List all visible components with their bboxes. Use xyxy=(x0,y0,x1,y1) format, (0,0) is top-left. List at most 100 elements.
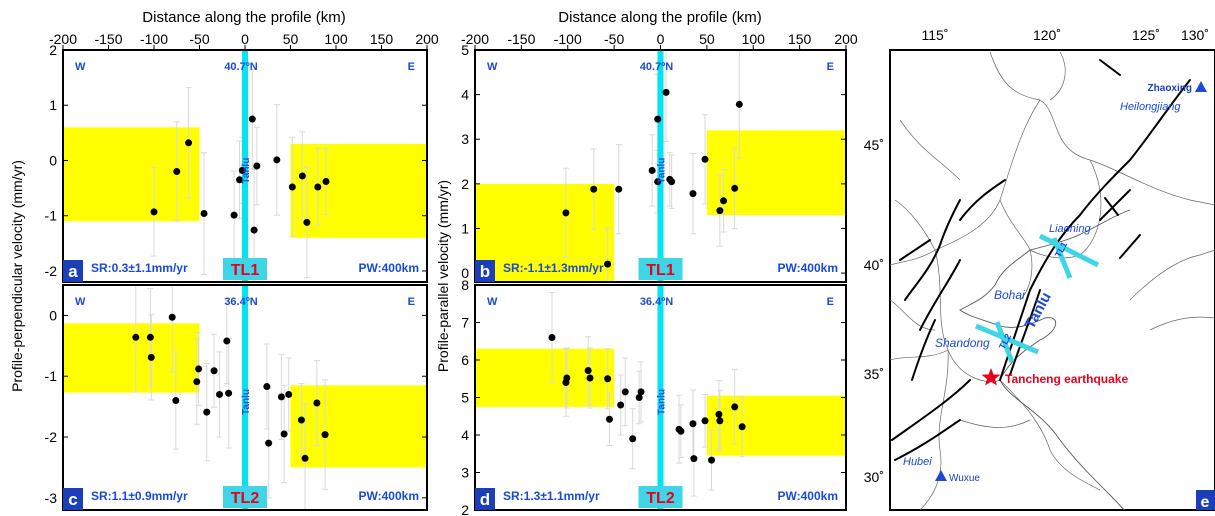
panel-letter-box-e xyxy=(1196,490,1215,510)
data-point xyxy=(230,211,238,219)
data-point xyxy=(185,139,193,147)
y-tick-label: 1 xyxy=(49,97,57,113)
data-point xyxy=(637,388,645,396)
chart-panel-c: -3 -2 -1 0 W E 36.4ºN Tanlu SR:1.1±0.9mm/yr PW:40… xyxy=(45,284,428,511)
x-tick-label: 0 xyxy=(241,31,249,47)
data-point xyxy=(172,397,180,405)
data-point xyxy=(238,166,246,174)
data-point xyxy=(250,226,258,234)
profile-tag-label: TL2 xyxy=(646,490,675,507)
y-tick-label: 4 xyxy=(461,87,469,103)
data-point xyxy=(668,178,676,186)
data-point xyxy=(690,455,698,463)
data-point xyxy=(615,185,623,193)
x-tick-label: -150 xyxy=(94,31,122,47)
data-point xyxy=(193,378,201,386)
data-point xyxy=(223,337,231,345)
panel-letter: c xyxy=(68,490,77,509)
data-point xyxy=(301,454,309,462)
data-point xyxy=(689,420,697,428)
data-point xyxy=(321,431,329,439)
y-tick-label: 3 xyxy=(461,465,469,481)
data-point xyxy=(563,374,571,382)
velocity-band xyxy=(290,385,427,468)
east-label: E xyxy=(827,61,834,73)
lat-tick: 35˚ xyxy=(864,366,884,382)
x-tick-label: -100 xyxy=(140,31,168,47)
hubei-label: Hubei xyxy=(903,456,932,468)
data-point xyxy=(689,190,697,198)
panel-letter-box xyxy=(475,260,495,282)
data-point xyxy=(584,367,592,374)
bohai-label: Bohai xyxy=(994,288,1025,302)
latitude-label: 40.7ºN xyxy=(640,61,673,73)
data-point xyxy=(132,333,140,341)
data-point xyxy=(277,393,285,401)
data-point xyxy=(280,430,288,438)
tanlu-label: Tanlu xyxy=(657,389,668,415)
data-point xyxy=(173,168,181,176)
data-point xyxy=(716,207,724,215)
data-point xyxy=(604,375,612,383)
data-point xyxy=(731,184,739,192)
velocity-band xyxy=(63,323,200,393)
zhaoxing-label: Zhaoxing xyxy=(1148,83,1192,94)
data-point xyxy=(314,183,322,191)
data-point xyxy=(586,374,594,382)
west-label: W xyxy=(75,61,86,73)
profile-width-label: PW:400km xyxy=(359,261,419,275)
chart-panel-a: -2 -1 0 1 2-200 -150 -100 -50 0 50 100 150 200 W E 40.7… xyxy=(45,31,439,283)
profile-width-label: PW:400km xyxy=(778,489,838,503)
fault-lines xyxy=(891,59,1191,461)
x-tick-label: -150 xyxy=(507,31,535,47)
profile-tag-box xyxy=(638,486,683,508)
data-point xyxy=(562,209,570,217)
data-point xyxy=(738,423,746,431)
lon-tick: 125˚ xyxy=(1132,27,1160,43)
ylabel-parallel: Profile-parallel velocity (mm/yr) xyxy=(435,180,451,372)
profile-bars xyxy=(975,233,1100,363)
data-point xyxy=(297,416,305,424)
y-tick-label: 2 xyxy=(461,502,469,516)
profile-tag-box xyxy=(223,486,267,508)
y-tick-label: -3 xyxy=(45,490,58,506)
data-point xyxy=(248,115,256,123)
latitude-label: 36.4ºN xyxy=(224,296,257,308)
lat-tick: 45˚ xyxy=(864,137,884,153)
ylabel-perpendicular: Profile-perpendicular velocity (mm/yr) xyxy=(9,160,25,392)
panel-plot-area xyxy=(63,285,427,510)
map-panel: 115˚ 120˚ 125˚ 130˚ 30˚ 35˚ 40˚ 45˚ Zhao… xyxy=(864,27,1215,511)
data-point xyxy=(298,172,306,180)
data-point xyxy=(195,365,203,373)
east-label: E xyxy=(827,296,834,308)
lon-tick: 130˚ xyxy=(1181,27,1209,43)
y-tick-label: 4 xyxy=(461,427,469,443)
east-label: E xyxy=(408,61,415,73)
zhaoxing-station-icon xyxy=(1195,81,1207,92)
y-tick-label: -1 xyxy=(45,208,58,224)
profile-tag-label: TL1 xyxy=(646,262,675,279)
slip-rate-label: SR:0.3±1.1mm/yr xyxy=(91,261,188,275)
data-point xyxy=(273,156,281,164)
data-point xyxy=(253,162,261,170)
y-tick-label: 7 xyxy=(461,315,469,331)
data-point xyxy=(708,456,716,464)
slip-rate-label: SR:1.1±0.9mm/yr xyxy=(91,489,188,503)
panel-letter: a xyxy=(68,262,78,281)
x-tick-label: -200 xyxy=(461,31,489,47)
x-tick-label: -100 xyxy=(554,31,582,47)
east-label: E xyxy=(408,296,415,308)
profile-tag-label: TL1 xyxy=(231,262,260,279)
top-axis-title-left: Distance along the profile (km) xyxy=(142,9,345,26)
data-point xyxy=(654,115,662,123)
map-lon-ticks: 115˚ 120˚ 125˚ 130˚ xyxy=(922,27,1210,43)
latitude-label: 40.7ºN xyxy=(224,61,257,73)
west-label: W xyxy=(487,61,498,73)
data-point xyxy=(735,100,743,108)
profile-width-label: PW:400km xyxy=(778,261,838,275)
profile-tag-box xyxy=(223,258,267,280)
panel-frame xyxy=(62,284,428,511)
data-point xyxy=(701,417,709,425)
data-point xyxy=(629,435,637,443)
data-point xyxy=(654,178,662,186)
